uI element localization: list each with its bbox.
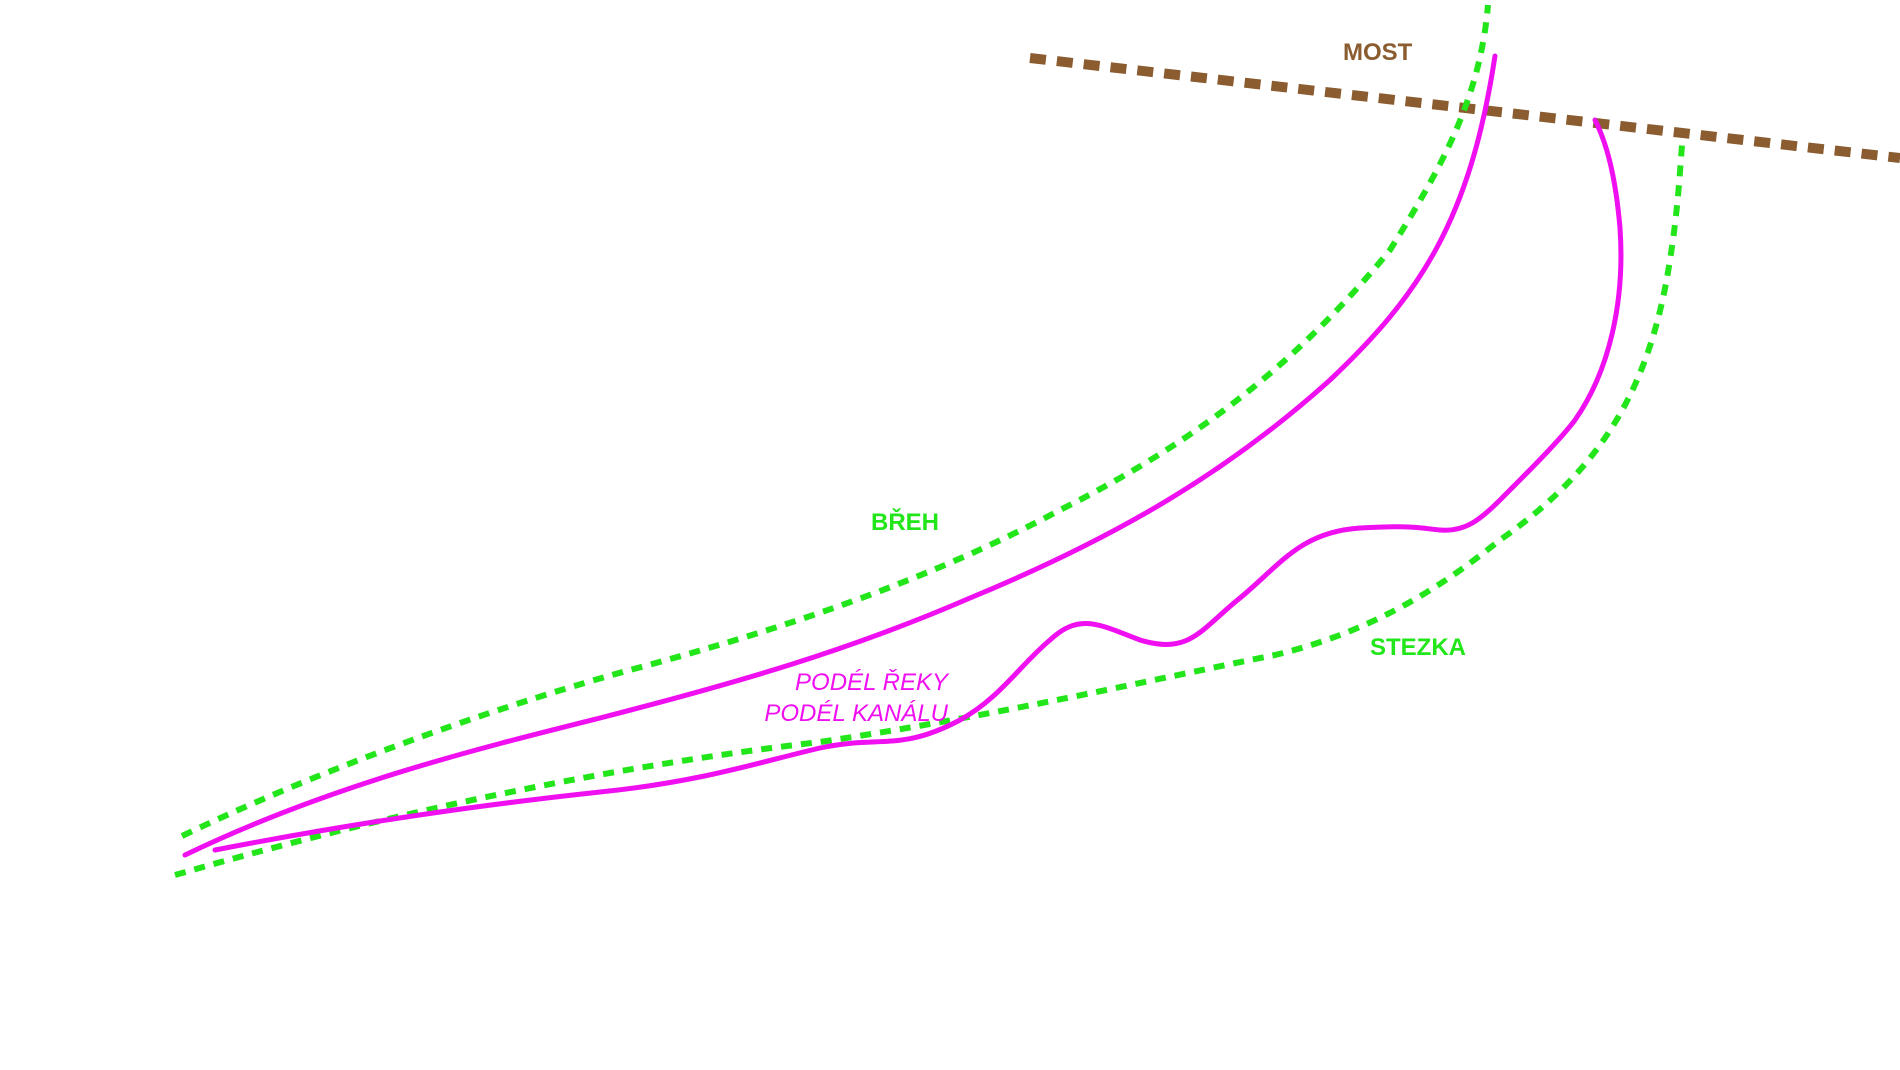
route-along-canal — [212, 117, 1624, 853]
path-line-lower — [174, 144, 1685, 878]
route-along-river — [182, 53, 1498, 858]
route-label-river: PODÉL ŘEKY — [795, 669, 950, 696]
route-label-canal: PODÉL KANÁLU — [764, 700, 948, 727]
bridge-label: MOST — [1343, 39, 1413, 66]
bank-label: BŘEH — [871, 508, 939, 536]
river-bank-upper — [180, 4, 1491, 839]
path-label: STEZKA — [1370, 634, 1466, 661]
